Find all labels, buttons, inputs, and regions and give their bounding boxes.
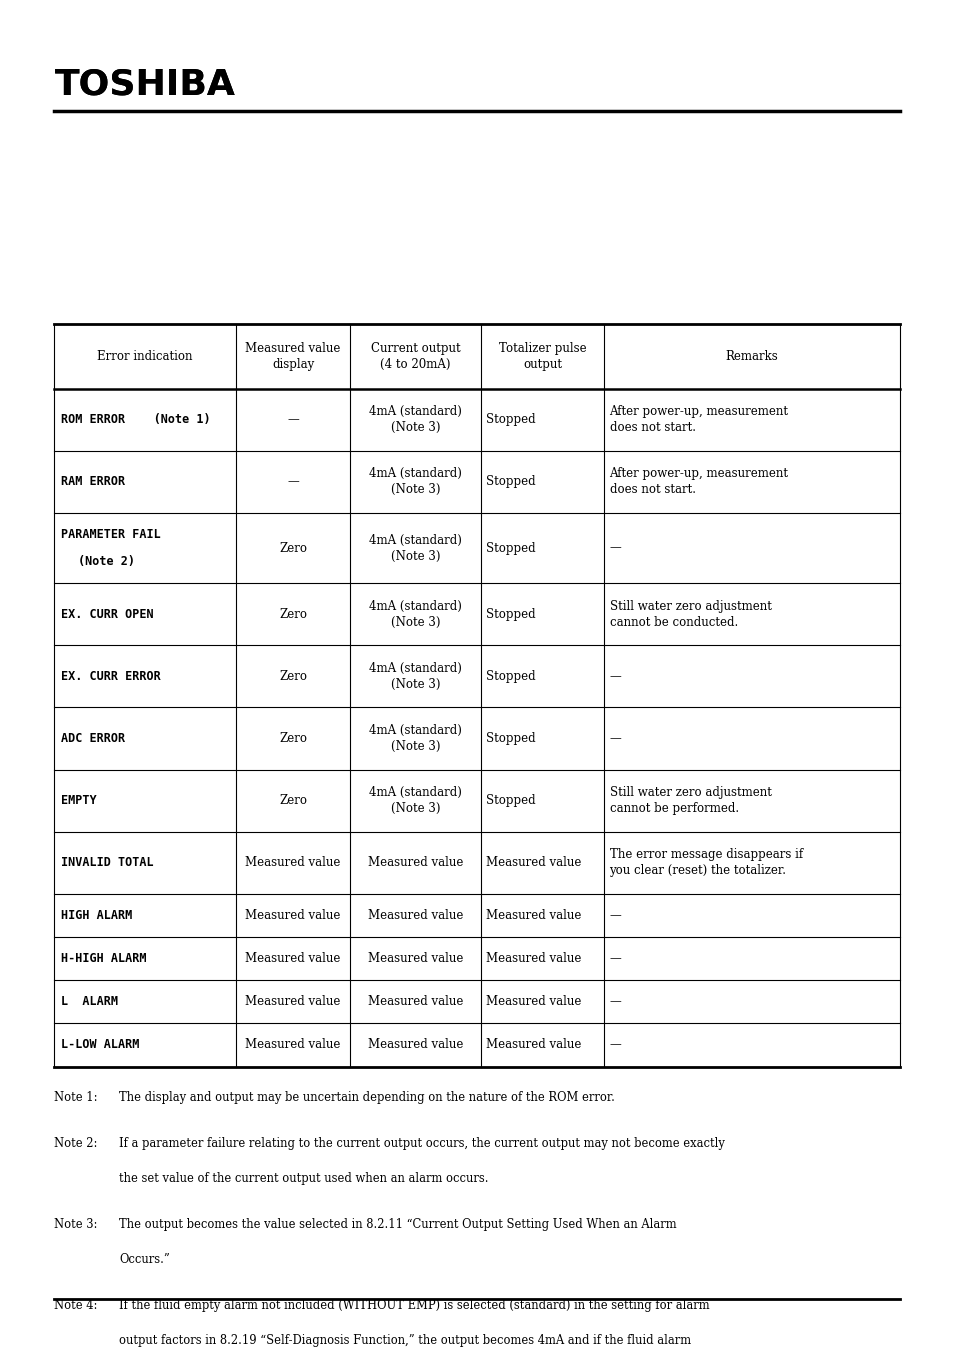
Text: The error message disappears if
you clear (reset) the totalizer.: The error message disappears if you clea… — [609, 848, 801, 878]
Text: Measured value: Measured value — [368, 909, 463, 922]
Text: Stopped: Stopped — [485, 732, 535, 745]
Text: Totalizer pulse
output: Totalizer pulse output — [498, 342, 586, 371]
Text: Stopped: Stopped — [485, 475, 535, 489]
Text: Measured value: Measured value — [485, 909, 580, 922]
Text: —: — — [609, 670, 620, 683]
Text: H-HIGH ALARM: H-HIGH ALARM — [61, 952, 147, 965]
Text: 4mA (standard)
(Note 3): 4mA (standard) (Note 3) — [369, 467, 461, 497]
Text: Zero: Zero — [279, 794, 307, 807]
Text: the set value of the current output used when an alarm occurs.: the set value of the current output used… — [119, 1172, 488, 1185]
Text: 4mA (standard)
(Note 3): 4mA (standard) (Note 3) — [369, 599, 461, 629]
Text: —: — — [609, 732, 620, 745]
Text: Stopped: Stopped — [485, 794, 535, 807]
Text: Zero: Zero — [279, 541, 307, 555]
Text: —: — — [609, 1038, 620, 1052]
Text: 4mA (standard)
(Note 3): 4mA (standard) (Note 3) — [369, 662, 461, 691]
Text: HIGH ALARM: HIGH ALARM — [61, 909, 132, 922]
Text: —: — — [609, 952, 620, 965]
Text: Note 4:: Note 4: — [54, 1299, 97, 1312]
Text: Measured value: Measured value — [485, 1038, 580, 1052]
Text: EX. CURR ERROR: EX. CURR ERROR — [61, 670, 161, 683]
Text: Measured value: Measured value — [245, 995, 340, 1008]
Text: PARAMETER FAIL: PARAMETER FAIL — [61, 528, 161, 541]
Text: Measured value: Measured value — [485, 856, 580, 869]
Text: —: — — [609, 909, 620, 922]
Text: L  ALARM: L ALARM — [61, 995, 118, 1008]
Text: Note 2:: Note 2: — [54, 1137, 97, 1150]
Text: Remarks: Remarks — [724, 350, 778, 363]
Text: Measured value
display: Measured value display — [245, 342, 340, 371]
Text: If the fluid empty alarm not included (WITHOUT EMP) is selected (standard) in th: If the fluid empty alarm not included (W… — [119, 1299, 709, 1312]
Text: Measured value: Measured value — [368, 995, 463, 1008]
Text: —: — — [609, 541, 620, 555]
Text: 4mA (standard)
(Note 3): 4mA (standard) (Note 3) — [369, 405, 461, 435]
Text: 4mA (standard)
(Note 3): 4mA (standard) (Note 3) — [369, 724, 461, 753]
Text: TOSHIBA: TOSHIBA — [54, 68, 235, 101]
Text: After power-up, measurement
does not start.: After power-up, measurement does not sta… — [609, 467, 788, 497]
Text: Note 3:: Note 3: — [54, 1218, 97, 1231]
Text: Zero: Zero — [279, 732, 307, 745]
Text: TOSHIBA: TOSHIBA — [54, 68, 235, 101]
Text: Note 1:: Note 1: — [54, 1091, 98, 1104]
Text: ROM ERROR    (Note 1): ROM ERROR (Note 1) — [61, 413, 211, 427]
Text: Zero: Zero — [279, 608, 307, 621]
Text: The output becomes the value selected in 8.2.11 “Current Output Setting Used Whe: The output becomes the value selected in… — [119, 1218, 677, 1231]
Text: (Note 2): (Note 2) — [78, 555, 135, 568]
Text: If a parameter failure relating to the current output occurs, the current output: If a parameter failure relating to the c… — [119, 1137, 724, 1150]
Text: 4mA (standard)
(Note 3): 4mA (standard) (Note 3) — [369, 533, 461, 563]
Text: Zero: Zero — [279, 670, 307, 683]
Text: Still water zero adjustment
cannot be performed.: Still water zero adjustment cannot be pe… — [609, 786, 771, 815]
Text: Measured value: Measured value — [245, 952, 340, 965]
Text: EMPTY: EMPTY — [61, 794, 96, 807]
Text: ADC ERROR: ADC ERROR — [61, 732, 125, 745]
Text: Measured value: Measured value — [368, 856, 463, 869]
Text: —: — — [609, 995, 620, 1008]
Text: —: — — [287, 475, 298, 489]
Text: Occurs.”: Occurs.” — [119, 1253, 170, 1266]
Text: Measured value: Measured value — [245, 856, 340, 869]
Text: Stopped: Stopped — [485, 413, 535, 427]
Text: Still water zero adjustment
cannot be conducted.: Still water zero adjustment cannot be co… — [609, 599, 771, 629]
Text: EX. CURR OPEN: EX. CURR OPEN — [61, 608, 153, 621]
Text: —: — — [287, 413, 298, 427]
Text: INVALID TOTAL: INVALID TOTAL — [61, 856, 153, 869]
Text: Stopped: Stopped — [485, 541, 535, 555]
Text: Stopped: Stopped — [485, 670, 535, 683]
Text: Measured value: Measured value — [245, 909, 340, 922]
Text: Measured value: Measured value — [245, 1038, 340, 1052]
Text: Measured value: Measured value — [368, 952, 463, 965]
Text: After power-up, measurement
does not start.: After power-up, measurement does not sta… — [609, 405, 788, 435]
Text: Stopped: Stopped — [485, 608, 535, 621]
Text: L-LOW ALARM: L-LOW ALARM — [61, 1038, 139, 1052]
Text: Measured value: Measured value — [485, 952, 580, 965]
Text: 4mA (standard)
(Note 3): 4mA (standard) (Note 3) — [369, 786, 461, 815]
Text: Current output
(4 to 20mA): Current output (4 to 20mA) — [371, 342, 460, 371]
Text: RAM ERROR: RAM ERROR — [61, 475, 125, 489]
Text: Measured value: Measured value — [368, 1038, 463, 1052]
Text: Error indication: Error indication — [97, 350, 193, 363]
Text: The display and output may be uncertain depending on the nature of the ROM error: The display and output may be uncertain … — [119, 1091, 615, 1104]
Text: Measured value: Measured value — [485, 995, 580, 1008]
Text: output factors in 8.2.19 “Self-Diagnosis Function,” the output becomes 4mA and i: output factors in 8.2.19 “Self-Diagnosis… — [119, 1334, 691, 1347]
